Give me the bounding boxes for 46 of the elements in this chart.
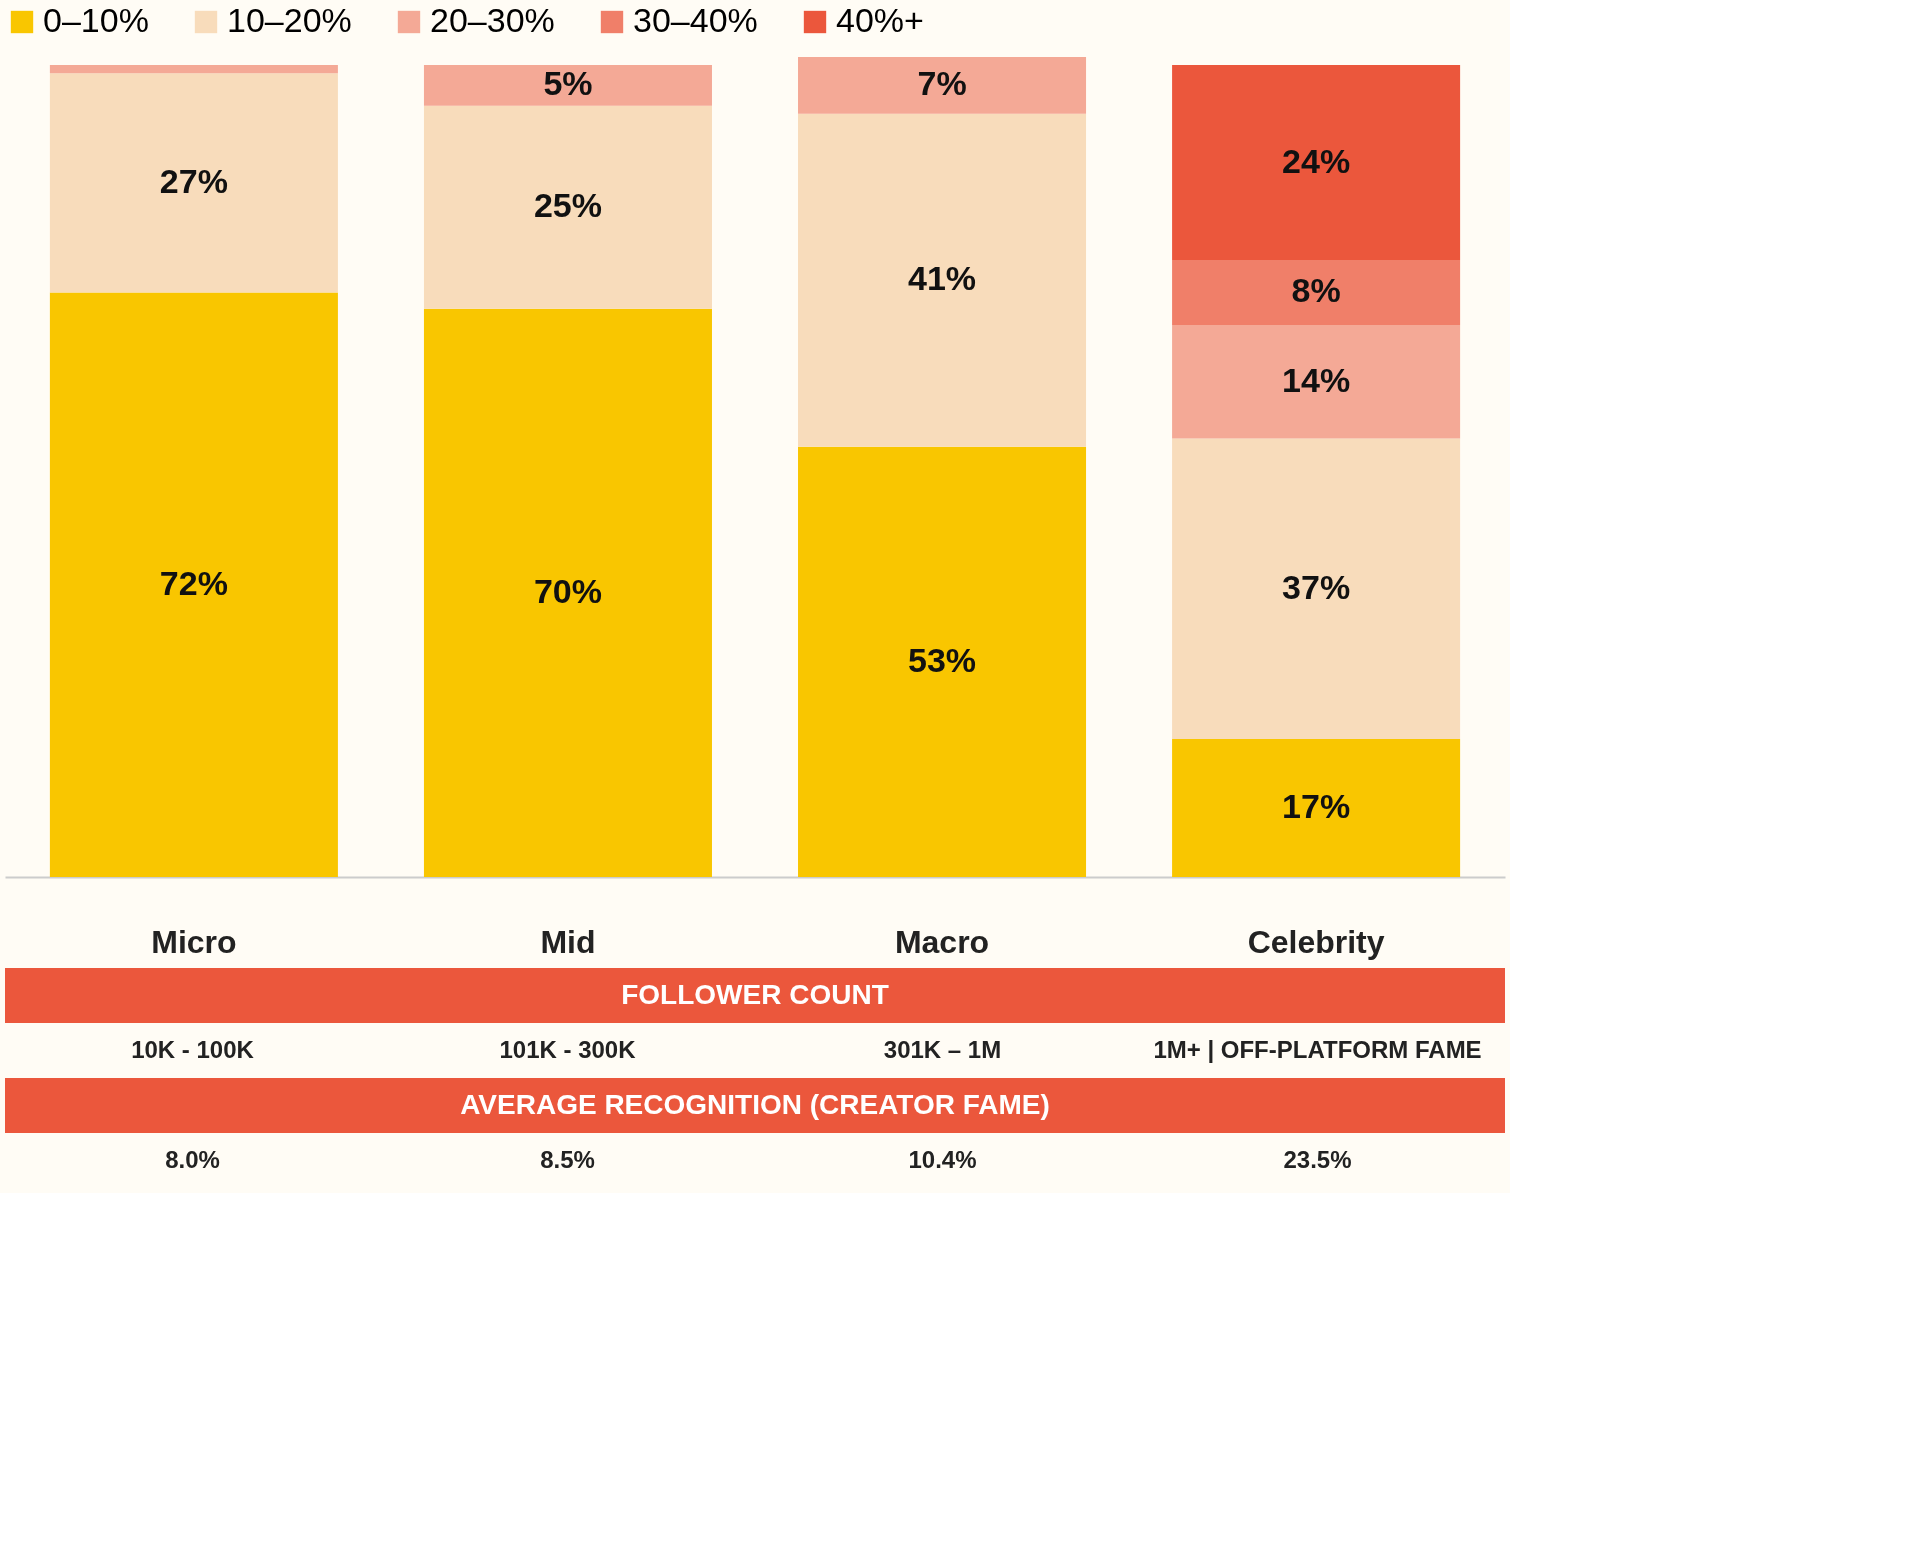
data-label: 8% [1291, 271, 1341, 310]
data-label: 14% [1282, 360, 1351, 399]
x-tick-label: Micro [151, 923, 237, 960]
data-label: 25% [533, 186, 602, 225]
data-label: 24% [1282, 141, 1351, 180]
x-tick-label: Mid [540, 923, 596, 960]
bar [49, 292, 338, 877]
bar [1172, 65, 1461, 260]
bar [49, 65, 338, 74]
data-label: 72% [159, 563, 228, 602]
text: 23.5% [1283, 1146, 1352, 1173]
legend-label: 0–10% [43, 1, 149, 39]
bar [1172, 738, 1461, 877]
legend-label: 30–40% [633, 1, 758, 39]
data-label: 41% [908, 259, 977, 298]
data-label: 17% [1282, 786, 1351, 825]
bar [423, 105, 712, 309]
bar [798, 57, 1087, 114]
text: 1M+ | OFF-PLATFORM FAME [1153, 1036, 1482, 1063]
text: 10K - 100K [131, 1036, 255, 1063]
bar [1172, 438, 1461, 739]
text: FOLLOWER COUNT [621, 979, 889, 1010]
data-label: 7% [917, 64, 967, 103]
bar [49, 73, 338, 293]
bar [423, 65, 712, 106]
text: 8.5% [540, 1146, 595, 1173]
data-label: 5% [543, 64, 593, 103]
data-label: 27% [159, 161, 228, 200]
x-tick-label: Celebrity [1247, 923, 1385, 960]
text: 8.0% [165, 1146, 220, 1173]
text: 10.4% [908, 1146, 977, 1173]
data-label: 70% [533, 571, 602, 610]
bar [798, 113, 1087, 447]
bar [1172, 259, 1461, 325]
bar [423, 308, 712, 877]
legend-label: 20–30% [430, 1, 555, 39]
data-label: 37% [1282, 567, 1351, 606]
legend-label: 40%+ [836, 1, 924, 39]
x-tick-label: Macro [894, 923, 990, 960]
bar [1172, 324, 1461, 439]
data-label: 53% [908, 640, 977, 679]
bar [798, 446, 1087, 877]
legend-label: 10–20% [227, 1, 352, 39]
text: 301K – 1M [883, 1036, 1002, 1063]
text: 101K - 300K [499, 1036, 637, 1063]
text: AVERAGE RECOGNITION (CREATOR FAME) [460, 1089, 1050, 1120]
